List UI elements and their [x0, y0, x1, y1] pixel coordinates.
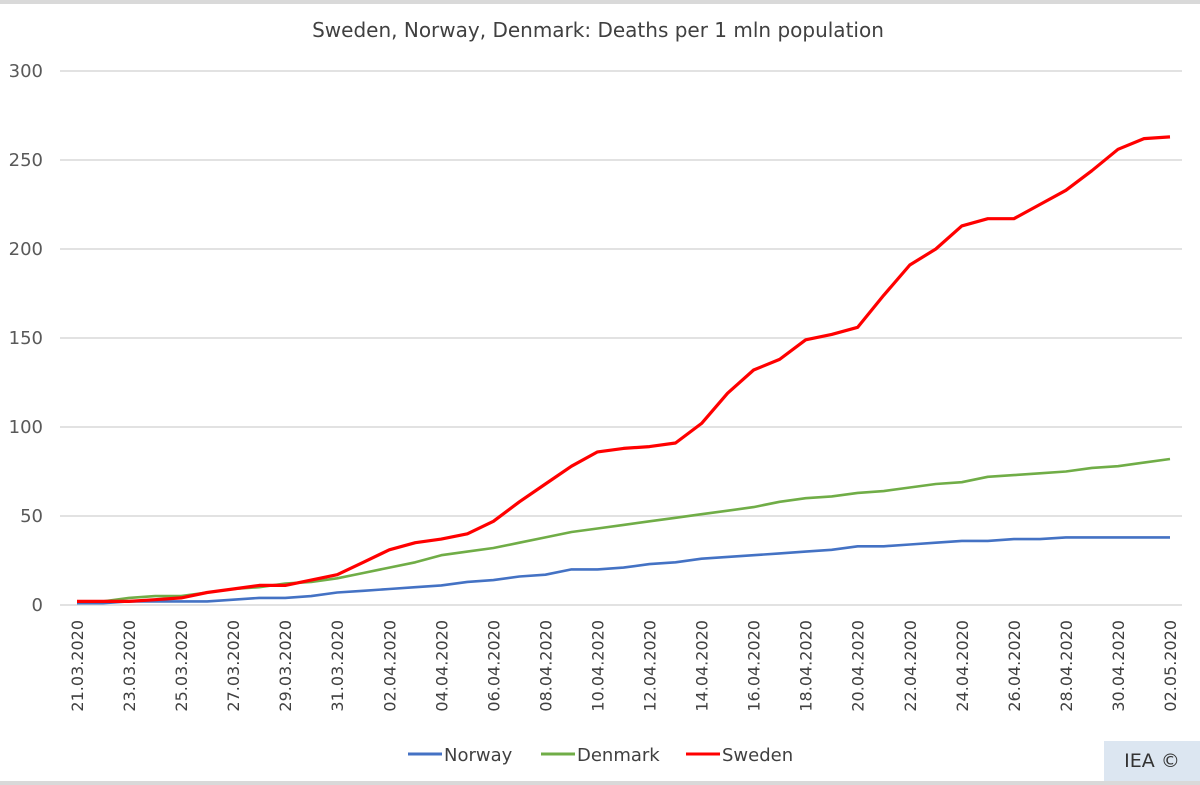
credit-badge: IEA © [1104, 741, 1200, 781]
x-tick-label: 16.04.2020 [745, 620, 764, 712]
series-lines [77, 135, 1171, 605]
x-tick-label: 26.04.2020 [1005, 620, 1024, 712]
y-tick-label: 50 [20, 506, 43, 527]
x-tick-label: 21.03.2020 [68, 620, 87, 712]
x-tick-label: 10.04.2020 [588, 620, 607, 712]
x-tick-label: 06.04.2020 [484, 620, 503, 712]
legend: Norway Denmark Sweden [408, 745, 793, 766]
x-tick-label: 23.03.2020 [120, 620, 139, 712]
legend-label-denmark: Denmark [577, 745, 660, 766]
y-tick-label: 100 [9, 417, 43, 438]
x-tick-label: 18.04.2020 [797, 620, 816, 712]
x-tick-label: 08.04.2020 [536, 620, 555, 712]
x-tick-label: 31.03.2020 [328, 620, 347, 712]
y-tick-label: 0 [32, 595, 43, 616]
x-axis-ticks: 21.03.2020 23.03.2020 25.03.2020 27.03.2020… [68, 620, 1180, 712]
legend-label-norway: Norway [444, 745, 513, 766]
x-tick-label: 24.04.2020 [953, 620, 972, 712]
y-tick-label: 150 [9, 328, 43, 349]
y-tick-label: 250 [9, 150, 43, 171]
y-tick-label: 200 [9, 239, 43, 260]
series-line-sweden [77, 135, 1171, 604]
x-tick-label: 02.05.2020 [1161, 620, 1180, 712]
x-tick-label: 28.04.2020 [1057, 620, 1076, 712]
x-tick-label: 29.03.2020 [276, 620, 295, 712]
x-tick-label: 14.04.2020 [693, 620, 712, 712]
x-tick-label: 02.04.2020 [380, 620, 399, 712]
x-tick-label: 12.04.2020 [641, 620, 660, 712]
gridlines [60, 70, 1182, 606]
y-axis-ticks: 0 50 100 150 200 250 300 [9, 61, 43, 616]
x-tick-label: 25.03.2020 [172, 620, 191, 712]
series-line-norway [77, 536, 1170, 605]
x-tick-label: 30.04.2020 [1109, 620, 1128, 712]
y-tick-label: 300 [9, 61, 43, 82]
x-tick-label: 04.04.2020 [432, 620, 451, 712]
legend-label-sweden: Sweden [722, 745, 793, 766]
x-tick-label: 27.03.2020 [224, 620, 243, 712]
chart-title: Sweden, Norway, Denmark: Deaths per 1 ml… [312, 18, 884, 42]
x-tick-label: 22.04.2020 [901, 620, 920, 712]
series-line-denmark [77, 457, 1171, 603]
x-tick-label: 20.04.2020 [849, 620, 868, 712]
